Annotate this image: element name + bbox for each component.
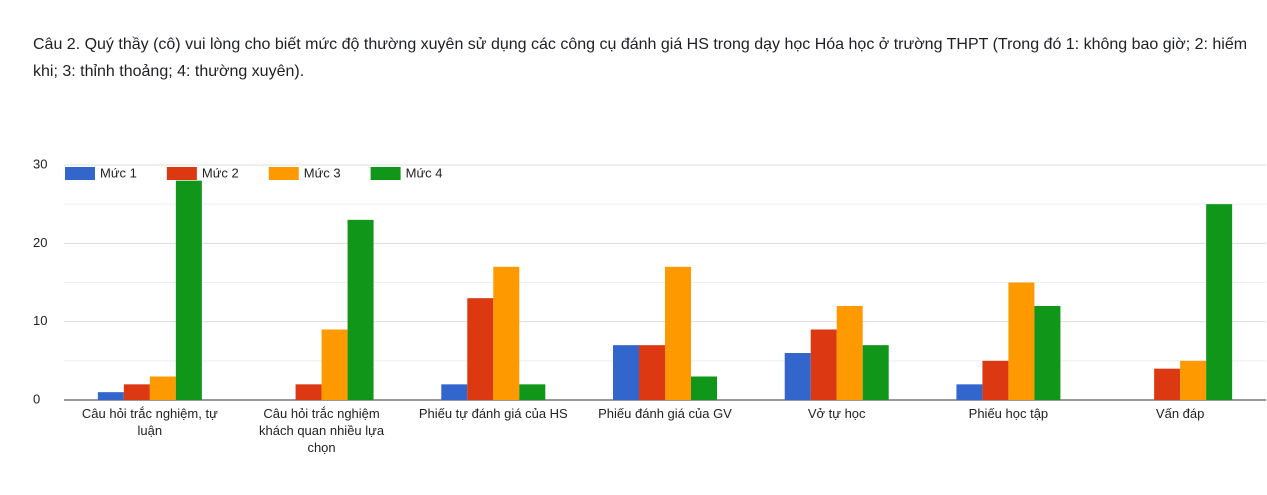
legend-swatch [166, 167, 197, 180]
legend-label: Mức 4 [406, 165, 443, 180]
bar [175, 180, 202, 400]
x-tick-label: Câu hỏi trắc nghiệm, tự luận [81, 406, 218, 438]
bar [982, 360, 1009, 400]
y-tick-label: 0 [33, 391, 40, 406]
x-tick-label: Câu hỏi trắc nghiệm khách quan nhiều lựa… [259, 406, 385, 455]
bar [149, 376, 176, 400]
bar [321, 329, 348, 400]
bar [862, 345, 889, 400]
y-tick-label: 20 [33, 235, 47, 250]
x-tick-label: Phiếu học tập [968, 406, 1049, 421]
legend-swatch [370, 167, 401, 180]
bar [691, 376, 717, 400]
legend-swatch [65, 167, 95, 180]
x-tick-label: Vấn đáp [1155, 406, 1205, 421]
bar [1206, 204, 1233, 400]
x-tick-label: Phiếu đánh giá của GV [598, 406, 732, 421]
legend-swatch [268, 167, 299, 180]
bar [613, 345, 639, 400]
y-tick-label: 30 [33, 156, 47, 171]
question-text: Câu 2. Quý thầy (cô) vui lòng cho biết m… [33, 36, 1248, 80]
bar [956, 384, 983, 400]
bar [1180, 360, 1207, 400]
bar [97, 392, 124, 400]
bar [784, 353, 811, 400]
bar [123, 384, 150, 400]
bar [441, 384, 468, 400]
bar [295, 384, 322, 400]
bar [1154, 368, 1181, 400]
bar [810, 329, 837, 400]
legend-label: Mức 1 [100, 165, 137, 180]
bar [1008, 282, 1035, 400]
x-tick-label: Vở tự học [807, 406, 866, 421]
bar [493, 266, 520, 400]
legend-label: Mức 3 [304, 165, 341, 180]
bar [665, 266, 691, 400]
bar [347, 219, 374, 400]
bar [467, 298, 494, 400]
legend-label: Mức 2 [202, 165, 239, 180]
bar [836, 306, 863, 400]
bar [1034, 306, 1061, 400]
y-tick-label: 10 [33, 313, 47, 328]
x-tick-label: Phiếu tự đánh giá của HS [418, 406, 568, 421]
bar [639, 345, 665, 400]
bar [519, 384, 546, 400]
